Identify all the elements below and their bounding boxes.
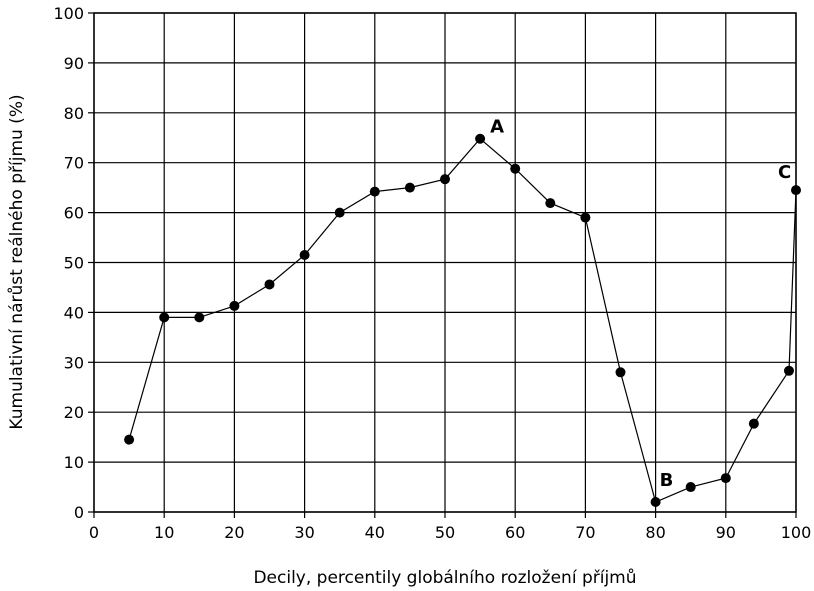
y-tick-label: 0 [74, 503, 84, 522]
annotation-label: A [490, 117, 504, 138]
x-tick-label: 100 [781, 523, 812, 542]
grid [93, 12, 797, 513]
data-point [475, 133, 486, 144]
y-tick-label: 70 [64, 154, 84, 173]
data-point [369, 186, 380, 197]
ticks [88, 12, 797, 518]
data-points [124, 133, 801, 508]
data-point [791, 185, 801, 196]
data-point [334, 207, 345, 218]
y-tick-label: 60 [64, 204, 84, 223]
x-tick-label: 0 [89, 523, 99, 542]
x-axis-label: Decily, percentily globálního rozložení … [253, 568, 636, 588]
y-tick-label: 20 [64, 403, 84, 422]
data-point [159, 312, 170, 323]
data-point [194, 312, 205, 323]
data-point [748, 418, 759, 429]
x-tick-label: 80 [645, 523, 665, 542]
y-tick-label: 10 [64, 453, 84, 472]
data-point [124, 434, 135, 445]
x-tick-labels: 0 10 20 30 40 50 60 70 80 90 100 [89, 523, 811, 542]
series-line [128, 137, 797, 503]
x-tick-label: 40 [365, 523, 385, 542]
data-point [299, 250, 310, 261]
x-tick-label: 30 [294, 523, 314, 542]
data-point [510, 163, 521, 174]
data-point [615, 367, 626, 378]
data-point [685, 482, 696, 493]
y-tick-label: 90 [64, 54, 84, 73]
y-tick-labels: 0 10 20 30 40 50 60 70 80 90 100 [53, 4, 84, 522]
data-point [580, 212, 591, 223]
x-tick-label: 20 [224, 523, 244, 542]
data-point [783, 365, 794, 376]
data-point [545, 198, 556, 209]
data-point [720, 473, 731, 484]
y-tick-label: 100 [53, 4, 84, 23]
data-point [650, 497, 661, 508]
y-tick-label: 40 [64, 303, 84, 322]
x-tick-label: 90 [716, 523, 736, 542]
x-tick-label: 70 [575, 523, 595, 542]
annotation-label: B [660, 470, 674, 491]
y-tick-label: 80 [64, 104, 84, 123]
y-tick-label: 50 [64, 254, 84, 273]
data-point [404, 182, 415, 193]
data-point [440, 174, 450, 185]
data-point [264, 279, 275, 290]
annotation-label: C [778, 162, 791, 183]
y-tick-label: 30 [64, 353, 84, 372]
x-tick-label: 50 [435, 523, 455, 542]
data-point [229, 300, 240, 311]
x-tick-label: 60 [505, 523, 525, 542]
x-tick-label: 10 [154, 523, 174, 542]
y-axis-label: Kumulativní nárůst reálného příjmu (%) [7, 94, 27, 429]
annotations: A B C [490, 117, 791, 491]
